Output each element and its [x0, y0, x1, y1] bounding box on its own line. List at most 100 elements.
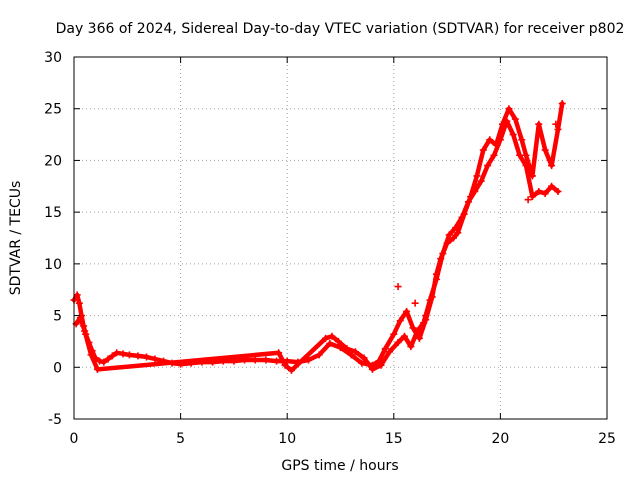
data-point [151, 355, 159, 363]
plot-frame [73, 56, 608, 420]
data-point [548, 182, 556, 190]
data-point [439, 250, 447, 258]
data-point [142, 353, 150, 361]
data-point [381, 345, 389, 353]
data-point [281, 361, 289, 369]
data-point [471, 187, 479, 195]
x-tick-label: 20 [491, 431, 509, 447]
data-point [104, 355, 112, 363]
y-axis-label: SDTVAR / TECUs [8, 181, 24, 296]
data-point [558, 100, 566, 108]
data-point [81, 327, 89, 335]
data-point [524, 196, 532, 204]
data-point [262, 356, 270, 364]
data-point [516, 151, 524, 159]
data-point [522, 162, 530, 170]
data-point [490, 151, 498, 159]
data-point [343, 345, 351, 353]
data-point [251, 356, 259, 364]
x-tick-label: 25 [598, 431, 616, 447]
data-point [484, 162, 492, 170]
data-point [413, 327, 421, 335]
data-point [328, 332, 336, 340]
y-tick-label: 15 [44, 205, 62, 221]
data-point [535, 187, 543, 195]
data-point [426, 296, 434, 304]
chart-title: Day 366 of 2024, Sidereal Day-to-day VTE… [56, 21, 625, 37]
data-point [351, 348, 359, 356]
data-point [315, 351, 323, 359]
data-point [334, 337, 342, 345]
y-tick-label: 5 [53, 309, 62, 325]
data-point [125, 351, 133, 359]
data-point [96, 357, 104, 365]
data-point [541, 190, 549, 198]
data-point [75, 299, 83, 307]
data-point [390, 330, 398, 338]
data-point [73, 291, 81, 299]
x-tick-label: 0 [70, 431, 79, 447]
data-point [548, 162, 556, 170]
data-point [552, 120, 560, 128]
data-point [394, 338, 402, 346]
data-point [479, 146, 487, 154]
x-tick-label: 5 [176, 431, 185, 447]
data-point [541, 146, 549, 154]
data-point [458, 213, 466, 221]
data-point [108, 352, 116, 360]
data-point [87, 351, 95, 359]
data-point [509, 131, 517, 139]
data-point [396, 317, 404, 325]
data-point [409, 324, 417, 332]
data-point [473, 172, 481, 180]
data-point [449, 234, 457, 242]
data-point [322, 334, 330, 342]
data-point [400, 332, 408, 340]
data-point [326, 339, 334, 347]
data-point [522, 151, 530, 159]
data-point [394, 283, 402, 291]
data-point [386, 348, 394, 356]
data-point [134, 352, 142, 360]
data-point [411, 299, 419, 307]
data-point [273, 357, 281, 365]
data-point [119, 350, 127, 358]
data-point [503, 117, 511, 125]
data-point [445, 231, 453, 239]
data-point [518, 136, 526, 144]
data-point [360, 354, 368, 362]
data-point [100, 358, 108, 366]
data-point [454, 229, 462, 237]
y-tick-label: -5 [48, 412, 62, 428]
data-point [403, 307, 411, 315]
data-series [70, 100, 566, 374]
y-tick-label: 20 [44, 153, 62, 169]
data-point [420, 319, 428, 327]
data-point [554, 187, 562, 195]
x-axis-label: GPS time / hours [281, 458, 398, 474]
data-point [422, 312, 430, 320]
data-point [113, 349, 121, 357]
data-point [407, 343, 415, 351]
data-point [452, 224, 460, 232]
data-point [535, 120, 543, 128]
data-point [486, 136, 494, 144]
data-point [432, 275, 440, 283]
data-point [511, 115, 519, 123]
data-point [496, 136, 504, 144]
series-trace [73, 118, 561, 373]
data-point [76, 314, 84, 322]
data-point [477, 177, 485, 185]
y-tick-label: 25 [44, 102, 62, 118]
y-tick-label: 0 [53, 360, 62, 376]
data-point [275, 349, 283, 357]
data-point [358, 359, 366, 367]
data-point [368, 365, 376, 373]
data-point [464, 198, 472, 206]
data-point [377, 361, 385, 369]
grid-lines [74, 57, 607, 419]
data-point [305, 356, 313, 364]
data-point [287, 366, 295, 374]
y-tick-label: 30 [44, 50, 62, 66]
